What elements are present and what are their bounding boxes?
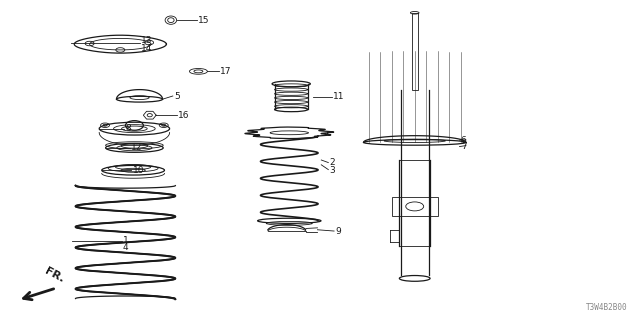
Text: 8: 8 xyxy=(125,124,131,133)
Text: 13: 13 xyxy=(141,36,152,45)
Text: 15: 15 xyxy=(198,16,210,25)
Text: 9: 9 xyxy=(335,227,341,236)
Text: 4: 4 xyxy=(123,244,129,252)
Text: 3: 3 xyxy=(330,166,335,175)
Text: 14: 14 xyxy=(141,44,152,52)
Text: 1: 1 xyxy=(123,236,129,245)
Text: 7: 7 xyxy=(461,142,467,151)
Text: 10: 10 xyxy=(132,166,144,175)
Text: 12: 12 xyxy=(131,143,143,152)
Text: 16: 16 xyxy=(178,111,189,120)
Text: 5: 5 xyxy=(174,92,180,100)
Text: FR.: FR. xyxy=(44,266,67,284)
Text: 6: 6 xyxy=(461,136,467,145)
Text: 17: 17 xyxy=(220,67,232,76)
Text: 11: 11 xyxy=(333,92,344,101)
Text: 2: 2 xyxy=(330,158,335,167)
Text: T3W4B2B00: T3W4B2B00 xyxy=(586,303,627,312)
